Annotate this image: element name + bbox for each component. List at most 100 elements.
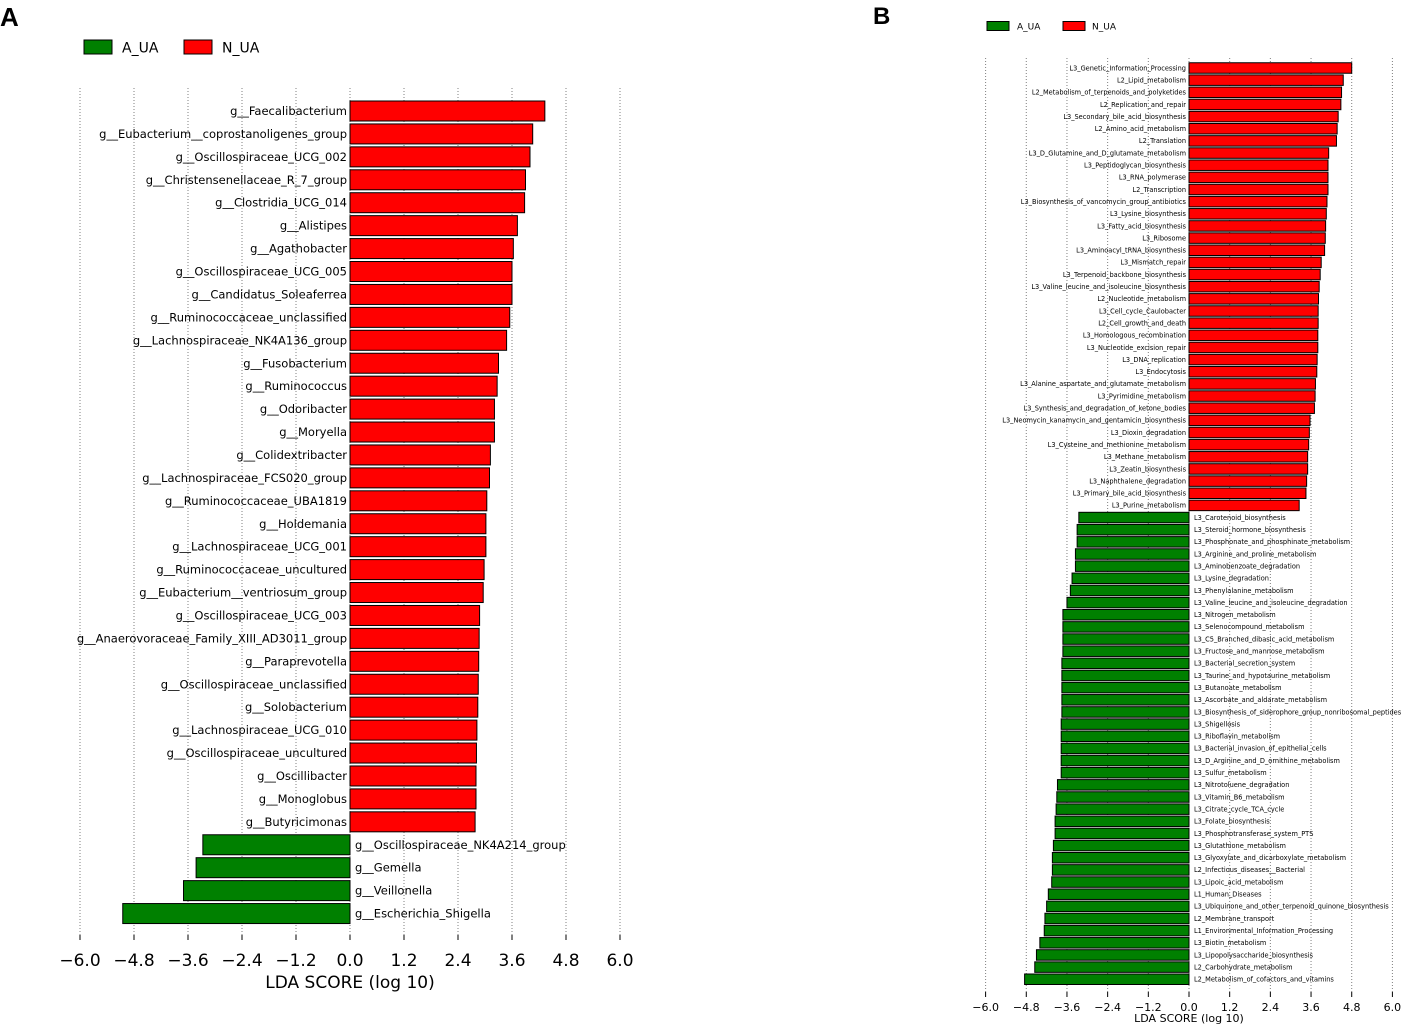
category-label-b-6: L2_Translation — [1139, 137, 1186, 145]
category-label-a-14: g__Moryella — [279, 425, 347, 439]
category-label-b-48: L3_Fructose_and_mannose_metabolism — [1194, 648, 1325, 656]
bar-a-34 — [183, 880, 351, 902]
category-label-b-16: L3_Mismatch_repair — [1120, 259, 1186, 267]
category-label-b-34: L3_Naphthalene_degradation — [1089, 477, 1186, 485]
bar-b-29 — [1188, 414, 1311, 427]
bar-b-61 — [1055, 803, 1190, 815]
bar-b-58 — [1060, 766, 1190, 779]
bar-a-17 — [349, 490, 488, 512]
category-label-b-21: L2_Cell_growth_and_death — [1098, 319, 1186, 327]
bar-b-68 — [1047, 888, 1190, 900]
bar-b-2 — [1188, 86, 1343, 99]
category-label-a-13: g__Odoribacter — [260, 402, 347, 416]
category-label-b-25: L3_Endocytosis — [1135, 368, 1186, 376]
bar-b-18 — [1188, 280, 1320, 293]
tick-label-b-10: 6.0 — [1384, 1001, 1402, 1014]
category-label-a-11: g__Fusobacterium — [243, 356, 347, 370]
tick-label-b-4: −1.2 — [1135, 1001, 1162, 1014]
bar-b-36 — [1188, 499, 1300, 512]
bar-a-23 — [349, 627, 480, 649]
category-label-b-50: L3_Taurine_and_hypotaurine_metabolism — [1194, 672, 1330, 680]
bar-a-8 — [349, 283, 513, 305]
legend-swatch-b-0 — [986, 21, 1010, 31]
bar-b-21 — [1188, 317, 1319, 329]
category-label-b-64: L3_Glutathione_metabolism — [1194, 842, 1286, 850]
tick-label-a-10: 6.0 — [606, 951, 633, 971]
bar-b-1 — [1188, 74, 1344, 86]
bar-a-27 — [349, 719, 478, 741]
bar-b-19 — [1188, 293, 1319, 305]
category-label-b-53: L3_Biosynthesis_of_siderophore_group_non… — [1194, 708, 1402, 716]
bar-a-9 — [349, 306, 511, 328]
bar-b-26 — [1188, 378, 1316, 390]
category-label-a-34: g__Veillonella — [355, 884, 432, 898]
bar-a-29 — [349, 765, 477, 787]
category-label-a-15: g__Colidextribacter — [236, 448, 347, 462]
category-label-b-15: L3_Aminoacyl_tRNA_biosynthesis — [1076, 247, 1186, 255]
category-label-a-12: g__Ruminococcus — [245, 379, 347, 393]
bar-a-10 — [349, 329, 508, 351]
category-label-b-71: L1_Environmental_Information_Processing — [1194, 927, 1333, 935]
category-label-b-26: L3_Alanine_aspartate_and_glutamate_metab… — [1020, 380, 1186, 388]
bar-a-3 — [349, 169, 526, 191]
bar-b-13 — [1188, 220, 1327, 232]
bar-b-55 — [1060, 730, 1190, 742]
bar-b-73 — [1035, 949, 1190, 961]
bar-b-54 — [1060, 718, 1190, 730]
x-axis-label-b: LDA SCORE (log 10) — [1134, 1012, 1244, 1024]
bar-b-48 — [1062, 645, 1190, 657]
category-label-b-10: L2_Transcription — [1132, 186, 1186, 194]
category-label-b-52: L3_Ascorbate_and_aldarate_metabolism — [1194, 696, 1327, 704]
category-label-b-46: L3_Selenocompound_metabolism — [1194, 623, 1305, 631]
bar-b-12 — [1188, 208, 1327, 220]
bar-b-72 — [1039, 937, 1190, 949]
category-label-b-47: L3_C5_Branched_dibasic_acid_metabolism — [1194, 635, 1334, 643]
bar-a-31 — [349, 811, 476, 833]
bar-a-2 — [349, 146, 531, 168]
category-label-a-21: g__Eubacterium__ventriosum_group — [139, 586, 347, 600]
x-axis-label-a: LDA SCORE (log 10) — [265, 973, 435, 993]
category-label-a-26: g__Solobacterium — [245, 700, 347, 714]
category-label-a-19: g__Lachnospiraceae_UCG_001 — [172, 540, 347, 554]
category-label-a-7: g__Oscillospiraceae_UCG_005 — [176, 265, 347, 279]
category-label-b-19: L2_Nucleotide_metabolism — [1097, 295, 1186, 303]
category-label-a-10: g__Lachnospiraceae_NK4A136_group — [133, 333, 347, 347]
category-label-b-31: L3_Cysteine_and_methionine_metabolism — [1048, 441, 1186, 449]
category-label-b-29: L3_Neomycin_kanamycin_and_gentamicin_bio… — [1002, 417, 1186, 425]
category-label-b-17: L3_Terpenoid_backbone_biosynthesis — [1063, 271, 1187, 279]
bar-a-4 — [349, 192, 526, 214]
bar-b-3 — [1188, 98, 1342, 111]
bar-b-59 — [1056, 779, 1190, 791]
bar-b-8 — [1188, 159, 1329, 171]
legend-label-b-0: A_UA — [1017, 22, 1041, 32]
legend-swatch-a-1 — [183, 39, 213, 55]
category-label-a-5: g__Alistipes — [280, 219, 347, 233]
bar-a-13 — [349, 398, 495, 420]
bar-b-64 — [1052, 839, 1190, 852]
tick-label-a-9: 4.8 — [552, 951, 579, 971]
tick-label-a-5: 0.0 — [336, 951, 363, 971]
category-label-b-68: L1_Human_Diseases — [1194, 891, 1262, 899]
category-label-b-5: L2_Amino_acid_metabolism — [1095, 125, 1186, 133]
category-label-a-3: g__Christensenellaceae_R_7_group — [146, 173, 347, 187]
category-label-a-31: g__Butyricimonas — [246, 815, 347, 829]
tick-label-a-1: −4.8 — [113, 951, 154, 971]
category-label-b-9: L3_RNA_polymerase — [1119, 174, 1186, 182]
category-label-b-27: L3_Pyrimidine_metabolism — [1098, 392, 1186, 400]
category-label-b-62: L3_Folate_biosynthesis — [1194, 818, 1270, 826]
bar-b-66 — [1051, 864, 1190, 876]
tick-label-b-1: −4.8 — [1013, 1001, 1040, 1014]
bar-b-0 — [1188, 62, 1353, 74]
bar-b-7 — [1188, 147, 1330, 159]
category-label-b-2: L2_Metabolism_of_terpenoids_and_polyketi… — [1032, 89, 1187, 97]
tick-label-b-8: 3.6 — [1302, 1001, 1320, 1014]
bar-b-24 — [1188, 353, 1318, 366]
tick-label-b-0: −6.0 — [972, 1001, 999, 1014]
tick-label-b-6: 1.2 — [1221, 1001, 1239, 1014]
category-label-b-70: L2_Membrane_transport — [1194, 915, 1275, 923]
category-label-b-30: L3_Dioxin_degradation — [1111, 429, 1186, 437]
category-label-b-54: L3_Shigellosis — [1194, 720, 1241, 728]
bar-a-11 — [349, 352, 499, 374]
category-label-b-3: L2_Replication_and_repair — [1100, 101, 1186, 109]
category-label-b-73: L3_Lipopolysaccharide_biosynthesis — [1194, 951, 1314, 959]
